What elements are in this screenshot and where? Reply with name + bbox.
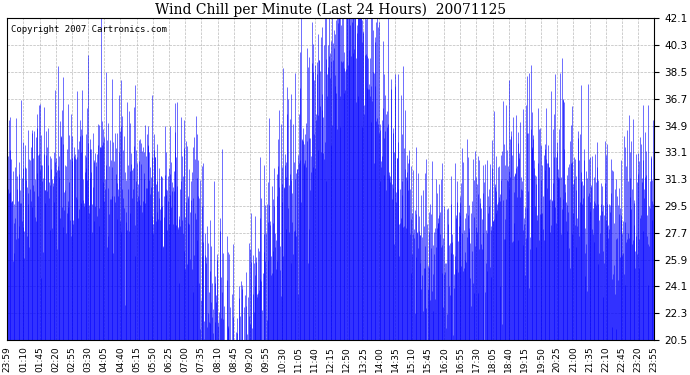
Title: Wind Chill per Minute (Last 24 Hours)  20071125: Wind Chill per Minute (Last 24 Hours) 20…: [155, 3, 506, 17]
Text: Copyright 2007 Cartronics.com: Copyright 2007 Cartronics.com: [10, 25, 166, 34]
